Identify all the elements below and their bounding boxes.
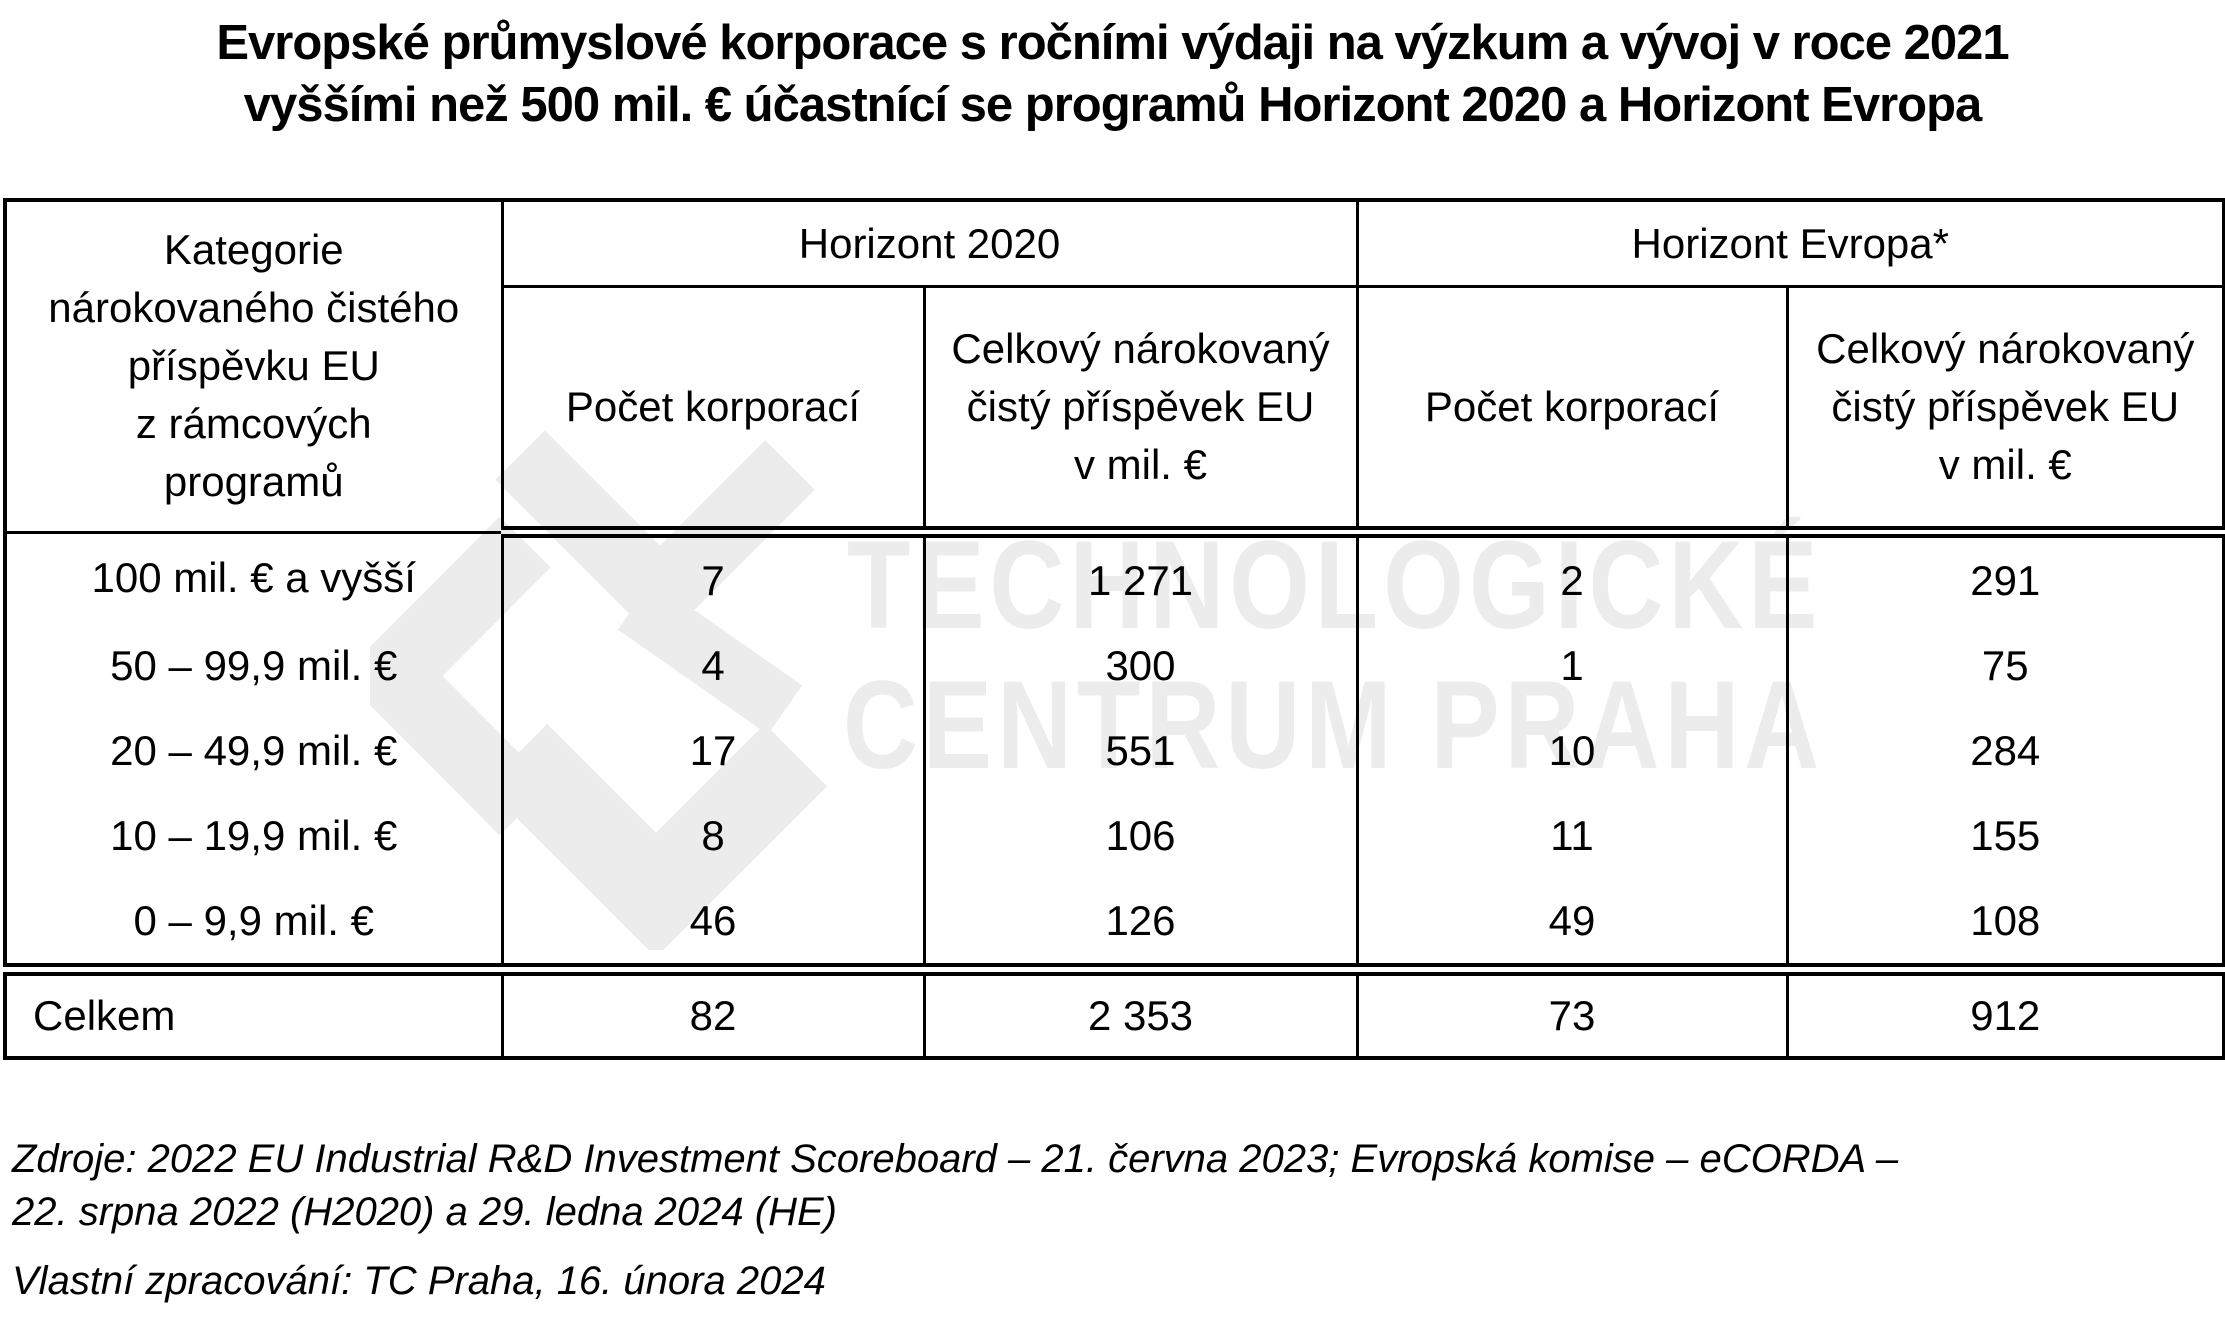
row-h2020-count: 17 — [500, 708, 926, 793]
data-table: Kategorie nárokovaného čistého příspěvku… — [3, 198, 2225, 1060]
total-he-contribution: 912 — [1785, 963, 2225, 1058]
row-he-count: 49 — [1355, 878, 1789, 970]
total-row: Celkem 82 2 353 73 912 — [3, 963, 2225, 1058]
total-h2020-contribution: 2 353 — [922, 963, 1359, 1058]
page-title: Evropské průmyslové korporace s ročními … — [0, 12, 2225, 136]
total-label: Celkem — [3, 963, 504, 1058]
row-he-count: 10 — [1355, 708, 1789, 793]
row-h2020-count: 7 — [500, 532, 926, 623]
source-line-1: Zdroje: 2022 EU Industrial R&D Investmen… — [12, 1137, 1899, 1181]
group-header-horizont-2020: Horizont 2020 — [500, 200, 1359, 288]
row-category: 20 – 49,9 mil. € — [3, 708, 504, 793]
table-row: 50 – 99,9 mil. € 4 300 1 75 — [3, 623, 2225, 708]
column-header-contribution-h2020: Celkový nárokovaný čistý příspěvek EU v … — [922, 286, 1359, 538]
table-row: 10 – 19,9 mil. € 8 106 11 155 — [3, 793, 2225, 878]
footer: Zdroje: 2022 EU Industrial R&D Investmen… — [12, 1133, 2212, 1308]
row-category: 10 – 19,9 mil. € — [3, 793, 504, 878]
row-he-count: 2 — [1355, 532, 1789, 623]
corner-header-category: Kategorie nárokovaného čistého příspěvku… — [3, 200, 504, 534]
row-h2020-count: 46 — [500, 878, 926, 970]
total-he-count: 73 — [1355, 963, 1789, 1058]
group-header-row: Kategorie nárokovaného čistého příspěvku… — [3, 200, 2225, 534]
group-header-horizont-evropa: Horizont Evropa* — [1355, 200, 2225, 288]
table-row: 0 – 9,9 mil. € 46 126 49 108 — [3, 878, 2225, 970]
page-title-line1: Evropské průmyslové korporace s ročními … — [216, 16, 2009, 70]
row-he-contribution: 291 — [1785, 532, 2225, 623]
row-h2020-contribution: 1 271 — [922, 532, 1359, 623]
column-header-contribution-he: Celkový nárokovaný čistý příspěvek EU v … — [1785, 286, 2225, 538]
source-line-2: 22. srpna 2022 (H2020) a 29. ledna 2024 … — [12, 1190, 837, 1234]
row-he-count: 1 — [1355, 623, 1789, 708]
row-h2020-count: 4 — [500, 623, 926, 708]
row-category: 50 – 99,9 mil. € — [3, 623, 504, 708]
total-h2020-count: 82 — [500, 963, 926, 1058]
row-h2020-contribution: 126 — [922, 878, 1359, 970]
column-header-count-h2020: Počet korporací — [500, 286, 926, 538]
page-title-line2: vyššími než 500 mil. € účastnící se prog… — [243, 78, 1983, 132]
row-h2020-count: 8 — [500, 793, 926, 878]
row-category: 100 mil. € a vyšší — [3, 532, 504, 623]
row-he-contribution: 155 — [1785, 793, 2225, 878]
row-he-contribution: 108 — [1785, 878, 2225, 970]
row-h2020-contribution: 300 — [922, 623, 1359, 708]
column-header-count-he: Počet korporací — [1355, 286, 1789, 538]
row-he-contribution: 75 — [1785, 623, 2225, 708]
row-he-count: 11 — [1355, 793, 1789, 878]
row-h2020-contribution: 106 — [922, 793, 1359, 878]
table-row: 100 mil. € a vyšší 7 1 271 2 291 — [3, 532, 2225, 623]
row-h2020-contribution: 551 — [922, 708, 1359, 793]
table-row: 20 – 49,9 mil. € 17 551 10 284 — [3, 708, 2225, 793]
column-header-row: Počet korporací Celkový nárokovaný čistý… — [5, 286, 2225, 538]
row-category: 0 – 9,9 mil. € — [3, 878, 504, 970]
own-processing-note: Vlastní zpracování: TC Praha, 16. února … — [12, 1259, 826, 1303]
row-he-contribution: 284 — [1785, 708, 2225, 793]
